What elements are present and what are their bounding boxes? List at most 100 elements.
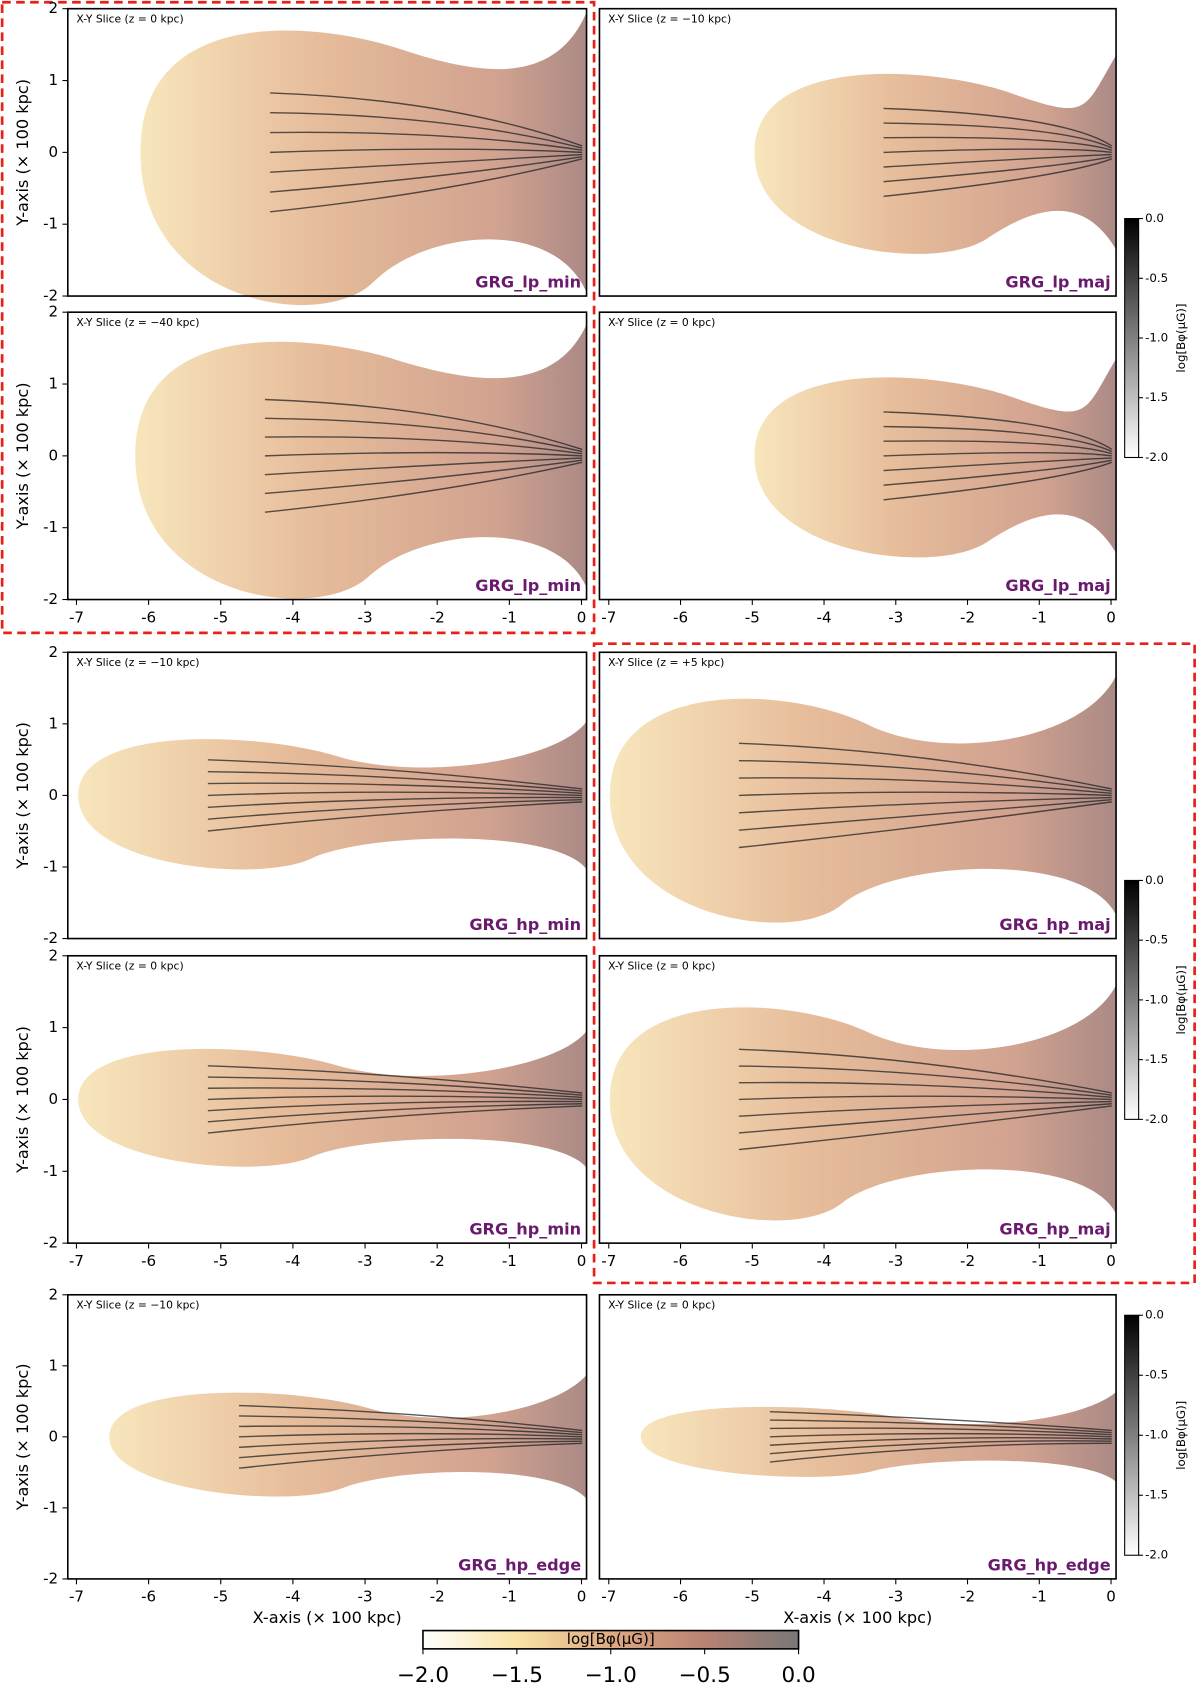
streamline xyxy=(270,131,583,151)
streamline xyxy=(207,801,583,832)
streamline xyxy=(769,1436,1112,1446)
streamline xyxy=(738,801,1112,849)
streamline xyxy=(207,1105,583,1134)
colorbar-tick-label: -1.0 xyxy=(1145,331,1168,345)
run-label: GRG_hp_min xyxy=(469,1220,581,1239)
streamline xyxy=(207,799,583,820)
y-tick-label: 0 xyxy=(49,786,59,804)
emission-region xyxy=(140,12,587,306)
panel-frame xyxy=(598,954,1117,1244)
streamline xyxy=(883,461,1112,501)
x-tick-label: -4 xyxy=(285,608,300,626)
y-tick-label: 2 xyxy=(49,0,59,17)
colorbar-tick-label: 0.0 xyxy=(1145,873,1164,887)
streamline xyxy=(207,782,583,794)
streamline xyxy=(883,457,1112,472)
colorbar-tick-label: −1.0 xyxy=(585,1663,637,1688)
streamline xyxy=(264,417,583,453)
x-tick-label: -6 xyxy=(141,1588,156,1606)
colorbar-tick-label: −1.5 xyxy=(491,1663,543,1688)
colorbar-tick-label: -1.5 xyxy=(1145,390,1168,404)
streamline xyxy=(738,1095,1112,1101)
colorbar-tick-label: -1.5 xyxy=(1145,1488,1168,1502)
y-tick-label: 0 xyxy=(49,143,59,161)
y-tick-label: -2 xyxy=(43,929,58,947)
streamline xyxy=(769,1427,1112,1436)
y-tick-label: -2 xyxy=(43,287,58,305)
x-tick-label: -7 xyxy=(601,1588,616,1606)
y-axis-label: Y-axis (× 100 kpc) xyxy=(13,382,32,530)
slice-label: X-Y Slice (z = 0 kpc) xyxy=(76,12,183,25)
x-tick-label: -2 xyxy=(430,608,445,626)
streamline xyxy=(738,777,1112,794)
y-tick-label: -1 xyxy=(43,1498,58,1516)
y-tick-label: 1 xyxy=(49,1018,59,1036)
y-tick-label: -2 xyxy=(43,590,58,608)
streamline xyxy=(207,1100,583,1112)
y-tick-label: 1 xyxy=(49,375,59,393)
colorbar-tick-label: −2.0 xyxy=(397,1663,449,1688)
colorbar-label: log[Bφ(μG)] xyxy=(1174,965,1188,1034)
x-tick-label: -3 xyxy=(358,1252,373,1270)
colorbar-tick-label: 0.0 xyxy=(1145,211,1164,225)
x-axis-label: X-axis (× 100 kpc) xyxy=(253,1608,402,1627)
slice-label: X-Y Slice (z = −10 kpc) xyxy=(608,12,731,25)
y-tick-label: -1 xyxy=(43,518,58,536)
slice-label: X-Y Slice (z = −10 kpc) xyxy=(76,656,199,669)
run-label: GRG_hp_maj xyxy=(999,1220,1110,1239)
y-tick-label: -2 xyxy=(43,1234,58,1252)
colorbar-label: log[Bφ(μG)] xyxy=(1174,303,1188,372)
streamline xyxy=(264,459,583,495)
x-tick-label: -1 xyxy=(502,1252,517,1270)
x-tick-label: -4 xyxy=(817,1588,832,1606)
panel-frame xyxy=(598,651,1117,940)
streamline xyxy=(238,1442,583,1469)
streamline xyxy=(738,1081,1112,1098)
streamline xyxy=(238,1415,583,1434)
x-tick-label: -1 xyxy=(502,608,517,626)
colorbar-tick-label: 0.0 xyxy=(1145,1308,1164,1322)
x-tick-label: -2 xyxy=(430,1252,445,1270)
y-tick-label: 2 xyxy=(49,303,59,321)
streamline xyxy=(769,1432,1112,1438)
x-tick-label: -1 xyxy=(1032,1252,1047,1270)
x-tick-label: -5 xyxy=(745,1588,760,1606)
streamline xyxy=(738,799,1112,831)
streamline xyxy=(238,1404,583,1432)
streamline xyxy=(883,107,1113,147)
streamline xyxy=(238,1425,583,1436)
y-tick-label: 1 xyxy=(49,71,59,89)
slice-label: X-Y Slice (z = 0 kpc) xyxy=(608,316,715,329)
run-label: GRG_lp_min xyxy=(475,576,581,595)
streamline xyxy=(738,1048,1112,1094)
y-tick-label: 1 xyxy=(49,1356,59,1374)
colorbar-tick-label: -1.0 xyxy=(1145,992,1168,1006)
y-tick-label: 0 xyxy=(49,1427,59,1445)
x-tick-label: -5 xyxy=(745,1252,760,1270)
slice-label: X-Y Slice (z = −10 kpc) xyxy=(76,1299,199,1312)
emission-region xyxy=(609,675,1117,923)
x-tick-label: -1 xyxy=(1032,608,1047,626)
colorbar xyxy=(1124,1314,1140,1556)
y-axis-label: Y-axis (× 100 kpc) xyxy=(13,722,32,870)
streamline xyxy=(207,1103,583,1123)
x-tick-label: -4 xyxy=(817,608,832,626)
x-tick-label: -3 xyxy=(358,1588,373,1606)
streamline xyxy=(769,1410,1112,1432)
streamline xyxy=(738,1103,1112,1134)
colorbar-tick-label: -0.5 xyxy=(1145,933,1168,947)
colorbar xyxy=(1124,218,1140,459)
colorbar-tick-label: −0.5 xyxy=(679,1663,731,1688)
streamline xyxy=(207,1095,583,1101)
streamline xyxy=(738,791,1112,797)
x-tick-label: 0 xyxy=(577,1588,587,1606)
x-tick-label: -3 xyxy=(888,1252,903,1270)
colorbar-tick-label: -1.0 xyxy=(1145,1428,1168,1442)
streamline xyxy=(270,148,583,154)
colorbar-label: log[Bφ(μG)] xyxy=(1174,1401,1188,1470)
x-tick-label: -4 xyxy=(817,1252,832,1270)
y-tick-label: -1 xyxy=(43,857,58,875)
run-label: GRG_hp_maj xyxy=(999,915,1110,934)
